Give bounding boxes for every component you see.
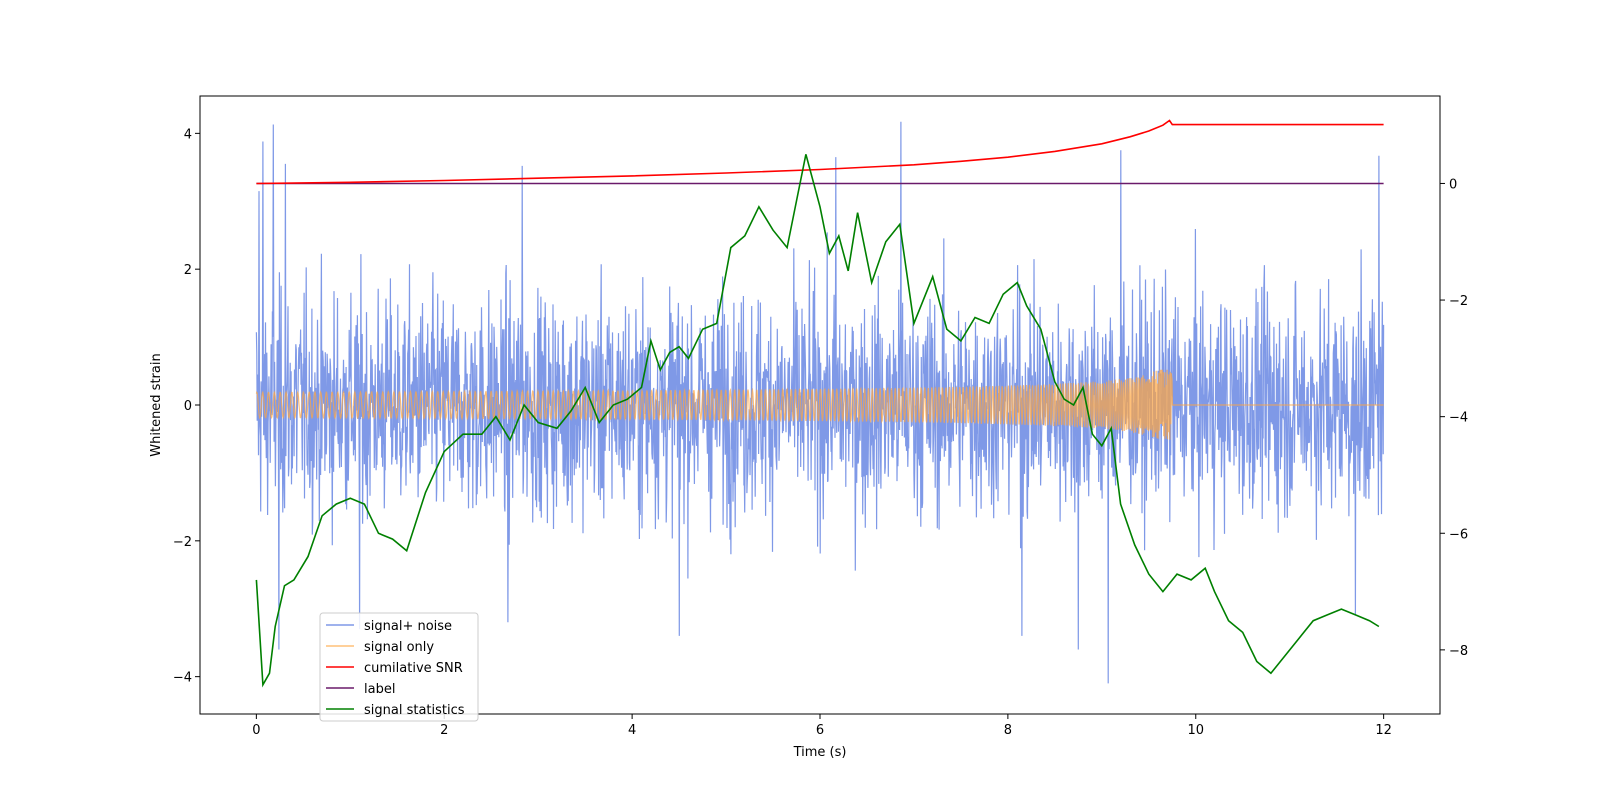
- x-tick-label: 8: [1004, 723, 1012, 738]
- series-signal-only-line: [255, 369, 1384, 440]
- x-tick-label: 2: [440, 723, 448, 738]
- y-right-tick-label: −2: [1449, 294, 1468, 309]
- x-tick-label: 12: [1375, 723, 1392, 738]
- x-axis-label: Time (s): [793, 745, 847, 760]
- y-left-tick-label: −4: [173, 671, 192, 686]
- legend-box: [319, 612, 479, 722]
- y-right-tick-label: −6: [1449, 527, 1468, 542]
- y-axis-label: Whitened strain: [149, 353, 164, 456]
- ticks: 0 2 4 6 8 10 12 −4 −2 0 2 4 −8 −6 −4 −2 0: [173, 127, 1468, 738]
- x-tick-label: 0: [252, 723, 260, 738]
- legend-label-cumulative-snr: cumilative SNR: [364, 661, 463, 676]
- x-tick-label: 6: [816, 723, 824, 738]
- series-cumulative-snr-line: [256, 119, 1384, 185]
- y-left-tick-label: 2: [184, 263, 192, 278]
- y-right-tick-label: −4: [1449, 411, 1468, 426]
- y-right-tick-label: −8: [1449, 644, 1468, 659]
- x-tick-label: 10: [1187, 723, 1204, 738]
- y-right-tick-label: 0: [1449, 177, 1457, 192]
- legend: signal+ noise signal only cumilative SNR…: [319, 612, 479, 722]
- y-left-tick-label: 4: [184, 127, 192, 142]
- series-signal-statistics-line: [255, 154, 1380, 688]
- plot-area: [255, 119, 1385, 688]
- y-left-tick-label: −2: [173, 535, 192, 550]
- x-tick-label: 4: [628, 723, 636, 738]
- legend-label-label: label: [364, 682, 395, 697]
- legend-label-signal-statistics: signal statistics: [364, 703, 465, 718]
- legend-label-signal-noise: signal+ noise: [364, 619, 452, 634]
- y-left-tick-label: 0: [184, 399, 192, 414]
- legend-label-signal-only: signal only: [364, 640, 434, 655]
